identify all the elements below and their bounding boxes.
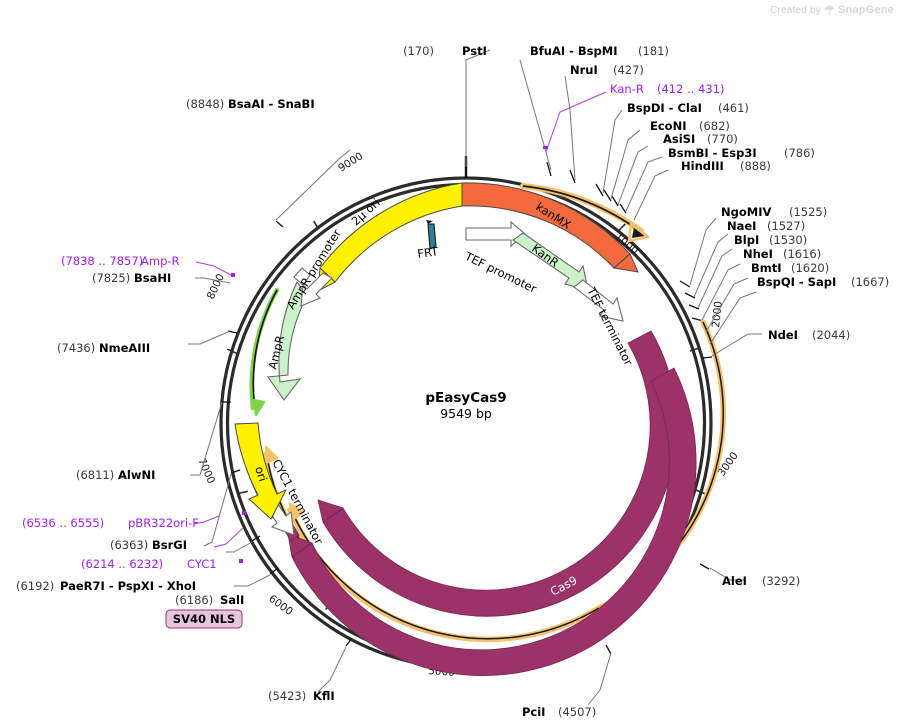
feature-cas9-outer[interactable] (317, 330, 678, 617)
feature-ampr-promoter[interactable] (293, 267, 333, 307)
feature-label-cas9-outer: Cas9 (529, 535, 560, 562)
label-primer-cyc1: CYC1 (187, 557, 217, 571)
feature-cas9-inner[interactable] (287, 367, 697, 676)
label-pos-pcii: (4507) (558, 705, 596, 719)
label-enzyme-bfuai: BfuAI - BspMI (530, 44, 617, 58)
label-enzyme-blpi: BlpI (734, 233, 759, 247)
tick-label-8000: 8000 (205, 272, 227, 301)
feature-frt[interactable] (426, 220, 437, 250)
label-pos-paer7i: (6192) (16, 579, 54, 593)
label-pos-sali: (6186) (175, 593, 213, 607)
label-enzyme-bspqi: BspQI - SapI (757, 275, 836, 289)
label-pos-bfuai: (181) (638, 44, 669, 58)
label-pos-blpi: (1530) (769, 233, 807, 247)
label-pos-alei: (3292) (762, 574, 800, 588)
label-pos-bsmbi: (786) (784, 146, 815, 160)
badge-sv40-nls[interactable]: SV40 NLS (165, 609, 243, 629)
label-enzyme-kfli: KflI (313, 689, 335, 703)
label-pos-bspqi: (1667) (851, 275, 889, 289)
watermark-prefix: Created by (770, 4, 822, 16)
label-primer-pos-pbr322: (6536 .. 6555) (22, 516, 104, 530)
leader-lines (188, 49, 762, 706)
label-pos-ngomiv: (1525) (789, 205, 827, 219)
feature-ori[interactable] (234, 422, 288, 520)
label-enzyme-pstI: PstI (462, 44, 487, 58)
label-pos-nmeaiii: (7436) (57, 341, 95, 355)
label-enzyme-hindiii: HindIII (681, 159, 724, 173)
feature-label-frt: FRT (416, 244, 440, 261)
primer-tick-markers (231, 146, 548, 563)
label-enzyme-alwni: AlwNI (118, 468, 155, 482)
label-pos-naei: (1527) (767, 219, 805, 233)
label-enzyme-naei: NaeI (727, 219, 756, 233)
label-enzyme-paer7i: PaeR7I - PspXI - XhoI (60, 579, 196, 593)
label-enzyme-alei: AleI (722, 574, 747, 588)
enzyme-labels: (170) PstI BfuAI - BspMI (181) NruI (427… (16, 44, 889, 719)
label-enzyme-ndei: NdeI (768, 328, 798, 342)
label-enzyme-pcii: PciI (522, 705, 545, 719)
label-pos-ndei: (2044) (812, 328, 850, 342)
label-primer-pos-ampr: (7838 .. 7857) (61, 254, 143, 268)
tick-label-7000: 7000 (195, 456, 217, 485)
label-pos-pstI: (170) (403, 44, 434, 58)
feature-label-tef-terminator: TEF terminator (584, 284, 636, 368)
plasmid-name: pEasyCas9 (425, 390, 506, 406)
tick-label-9000: 9000 (336, 150, 365, 174)
label-pos-bsahi: (7825) (92, 271, 130, 285)
badge-label-sv40-nls: SV40 NLS (173, 612, 235, 626)
label-pos-hindiii: (888) (740, 159, 771, 173)
label-enzyme-nrui: NruI (570, 63, 598, 77)
label-enzyme-sali: SalI (220, 593, 244, 607)
feature-label-tef-promoter: TEF promoter (462, 249, 539, 296)
tick-label-6000: 6000 (266, 593, 295, 618)
label-primer-ampr: Amp-R (141, 254, 180, 268)
label-enzyme-bmti: BmtI (751, 261, 782, 275)
label-pos-econi: (682) (699, 119, 730, 133)
label-pos-alwni: (6811) (76, 468, 114, 482)
label-primer-kanr: Kan-R (610, 82, 644, 96)
label-enzyme-nhei: NheI (743, 247, 773, 261)
label-enzyme-bsaai: BsaAI - SnaBI (228, 97, 315, 111)
label-enzyme-bsmbi: BsmBI - Esp3I (668, 146, 757, 160)
feature-label-ori: ori (252, 465, 270, 484)
label-primer-pbr322: pBR322ori-F (128, 516, 199, 530)
tick-label-2000: 2000 (710, 300, 725, 328)
label-pos-nrui: (427) (613, 63, 644, 77)
label-enzyme-nmeaiii: NmeAIII (99, 341, 150, 355)
label-pos-bmti: (1620) (791, 261, 829, 275)
label-pos-bspdi: (461) (718, 101, 749, 115)
watermark-brand: SnapGene (837, 4, 894, 16)
label-pos-bsaai: (8848) (186, 97, 224, 111)
label-enzyme-bsrgi: BsrGI (152, 538, 187, 552)
label-enzyme-bspdi: BspDI - ClaI (627, 101, 702, 115)
label-pos-asisi: (770) (707, 132, 738, 146)
label-enzyme-ngomiv: NgoMIV (721, 205, 771, 219)
feature-tef-terminator[interactable] (573, 279, 624, 322)
label-enzyme-econi: EcoNI (650, 119, 686, 133)
label-pos-kfli: (5423) (268, 689, 306, 703)
cut-site-ticks-small (222, 161, 713, 655)
snapgene-watermark: Created by ☂ SnapGene (770, 3, 894, 17)
snapgene-logo-icon: ☂ (824, 3, 835, 17)
plasmid-length: 9549 bp (440, 406, 492, 421)
label-primer-pos-cyc1: (6214 .. 6232) (81, 557, 163, 571)
feature-ampr[interactable] (267, 280, 308, 401)
label-enzyme-bsahi: BsaHI (134, 271, 171, 285)
label-primer-pos-kanr: (412 .. 431) (657, 82, 725, 96)
label-enzyme-asisi: AsiSI (663, 132, 695, 146)
label-pos-nhei: (1616) (783, 247, 821, 261)
feature-kanmx[interactable] (461, 182, 639, 273)
label-pos-bsrgi: (6363) (110, 538, 148, 552)
